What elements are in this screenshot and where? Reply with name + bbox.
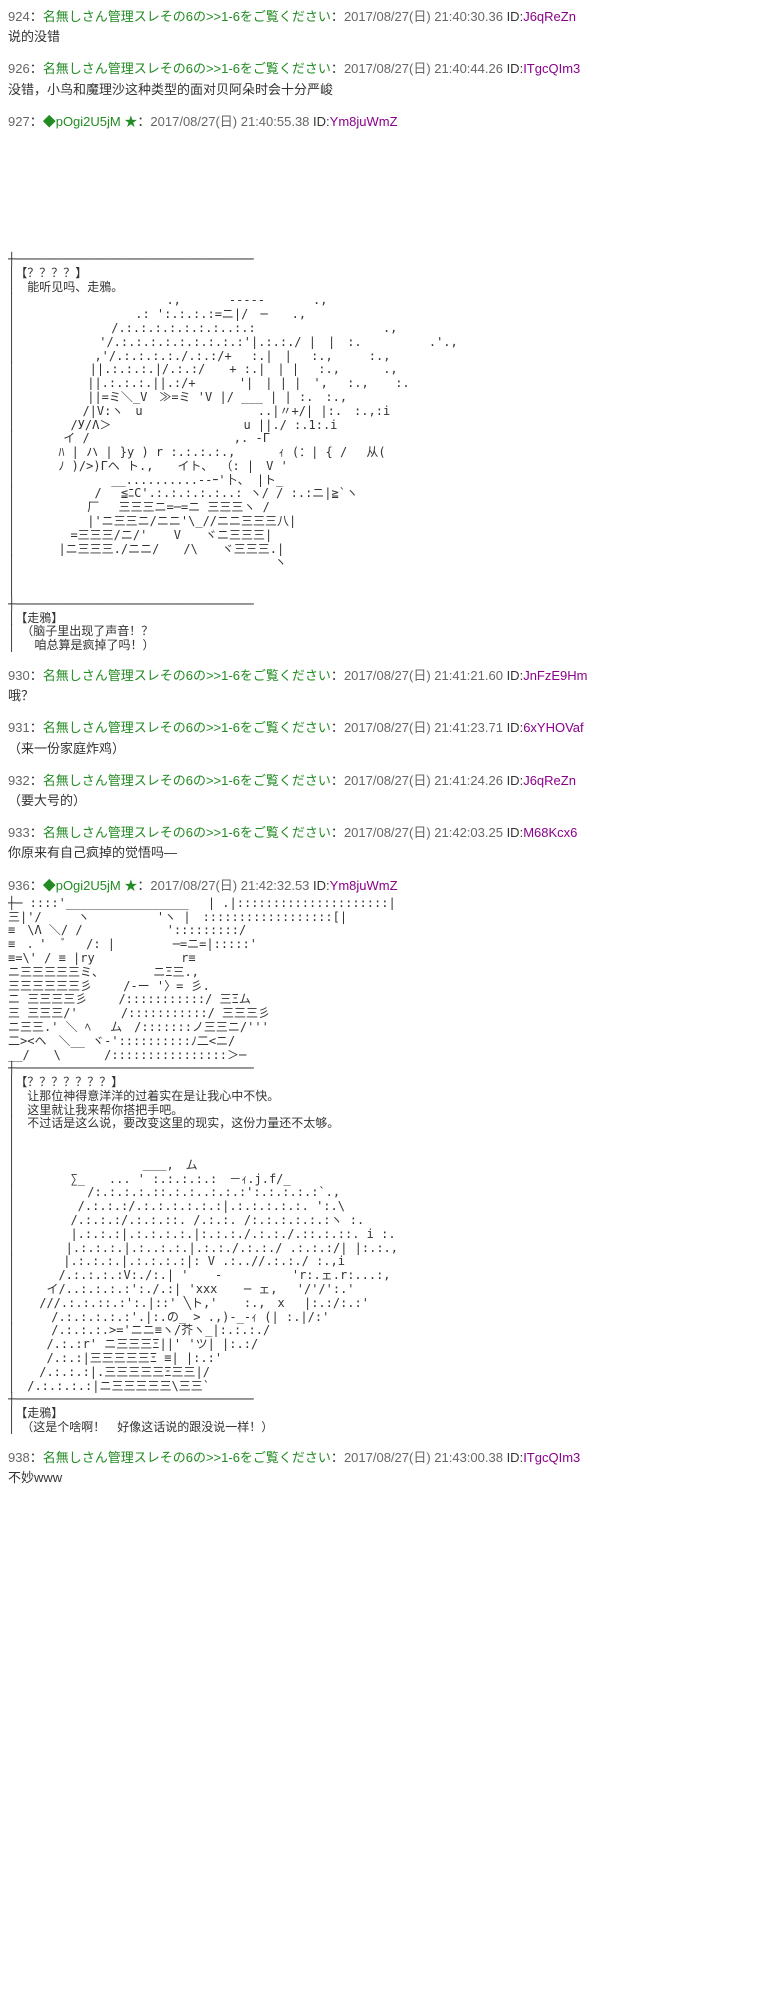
post-header: 931：名無しさん管理スレその6の>>1-6をご覧ください：2017/08/27… bbox=[8, 719, 762, 737]
post-id[interactable]: J6qReZn bbox=[523, 773, 576, 788]
post-name[interactable]: 名無しさん管理スレその6の>>1-6をご覧ください bbox=[43, 773, 331, 788]
post-date: 2017/08/27(日) 21:41:24.26 bbox=[344, 773, 503, 788]
post-date: 2017/08/27(日) 21:40:44.26 bbox=[344, 61, 503, 76]
post: 926：名無しさん管理スレその6の>>1-6をご覧ください：2017/08/27… bbox=[8, 60, 762, 98]
post-name[interactable]: 名無しさん管理スレその6の>>1-6をご覧ください bbox=[43, 61, 331, 76]
star-icon: ★ bbox=[124, 114, 137, 129]
post-header: 927：◆pOgi2U5jM ★：2017/08/27(日) 21:40:55.… bbox=[8, 113, 762, 131]
post-header: 936：◆pOgi2U5jM ★：2017/08/27(日) 21:42:32.… bbox=[8, 877, 762, 895]
post: 930：名無しさん管理スレその6の>>1-6をご覧ください：2017/08/27… bbox=[8, 667, 762, 705]
post-name[interactable]: 名無しさん管理スレその6の>>1-6をご覧ください bbox=[43, 720, 331, 735]
post-name[interactable]: 名無しさん管理スレその6の>>1-6をご覧ください bbox=[43, 668, 331, 683]
post-body: 你原来有自己疯掉的觉悟吗— bbox=[8, 844, 762, 862]
post: 931：名無しさん管理スレその6の>>1-6をご覧ください：2017/08/27… bbox=[8, 719, 762, 757]
post-number[interactable]: 932 bbox=[8, 773, 30, 788]
ascii-art: ┼───────────────────────────────── │【？？？… bbox=[8, 253, 762, 653]
post-date: 2017/08/27(日) 21:43:00.38 bbox=[344, 1450, 503, 1465]
post-id[interactable]: M68Kcx6 bbox=[523, 825, 577, 840]
post: 936：◆pOgi2U5jM ★：2017/08/27(日) 21:42:32.… bbox=[8, 877, 762, 1435]
post-name[interactable]: 名無しさん管理スレその6の>>1-6をご覧ください bbox=[43, 825, 331, 840]
post-date: 2017/08/27(日) 21:42:32.53 bbox=[150, 878, 309, 893]
post-id[interactable]: ITgcQIm3 bbox=[523, 1450, 580, 1465]
post-name[interactable]: 名無しさん管理スレその6の>>1-6をご覧ください bbox=[43, 9, 331, 24]
post-header: 930：名無しさん管理スレその6の>>1-6をご覧ください：2017/08/27… bbox=[8, 667, 762, 685]
post-header: 933：名無しさん管理スレその6の>>1-6をご覧ください：2017/08/27… bbox=[8, 824, 762, 842]
ascii-art: ┼─ ::::'_________________ | .|::::::::::… bbox=[8, 897, 762, 1435]
post: 924：名無しさん管理スレその6の>>1-6をご覧ください：2017/08/27… bbox=[8, 8, 762, 46]
post-tripcode[interactable]: ◆pOgi2U5jM bbox=[43, 114, 121, 129]
post-id[interactable]: Ym8juWmZ bbox=[330, 878, 398, 893]
post-header: 924：名無しさん管理スレその6の>>1-6をご覧ください：2017/08/27… bbox=[8, 8, 762, 26]
post: 932：名無しさん管理スレその6の>>1-6をご覧ください：2017/08/27… bbox=[8, 772, 762, 810]
post-number[interactable]: 938 bbox=[8, 1450, 30, 1465]
post-id[interactable]: ITgcQIm3 bbox=[523, 61, 580, 76]
post-body: 不妙www bbox=[8, 1469, 762, 1487]
spacer bbox=[8, 133, 762, 253]
post-tripcode[interactable]: ◆pOgi2U5jM bbox=[43, 878, 121, 893]
post-header: 926：名無しさん管理スレその6の>>1-6をご覧ください：2017/08/27… bbox=[8, 60, 762, 78]
post-name[interactable]: 名無しさん管理スレその6の>>1-6をご覧ください bbox=[43, 1450, 331, 1465]
post-number[interactable]: 924 bbox=[8, 9, 30, 24]
post-date: 2017/08/27(日) 21:42:03.25 bbox=[344, 825, 503, 840]
post-id[interactable]: Ym8juWmZ bbox=[330, 114, 398, 129]
post-number[interactable]: 930 bbox=[8, 668, 30, 683]
post-number[interactable]: 926 bbox=[8, 61, 30, 76]
post-date: 2017/08/27(日) 21:41:21.60 bbox=[344, 668, 503, 683]
star-icon: ★ bbox=[124, 878, 137, 893]
post-id[interactable]: J6qReZn bbox=[523, 9, 576, 24]
post-body: （来一份家庭炸鸡） bbox=[8, 740, 762, 758]
post-body: （要大号的） bbox=[8, 792, 762, 810]
post-number[interactable]: 933 bbox=[8, 825, 30, 840]
post-body: 哦？ bbox=[8, 687, 762, 705]
posts-container: 924：名無しさん管理スレその6の>>1-6をご覧ください：2017/08/27… bbox=[8, 8, 762, 1487]
post: 927：◆pOgi2U5jM ★：2017/08/27(日) 21:40:55.… bbox=[8, 113, 762, 653]
post-id[interactable]: JnFzE9Hm bbox=[523, 668, 587, 683]
post-body: 说的没错 bbox=[8, 28, 762, 46]
post: 938：名無しさん管理スレその6の>>1-6をご覧ください：2017/08/27… bbox=[8, 1449, 762, 1487]
post-number[interactable]: 936 bbox=[8, 878, 30, 893]
post-header: 932：名無しさん管理スレその6の>>1-6をご覧ください：2017/08/27… bbox=[8, 772, 762, 790]
post-date: 2017/08/27(日) 21:40:30.36 bbox=[344, 9, 503, 24]
post: 933：名無しさん管理スレその6の>>1-6をご覧ください：2017/08/27… bbox=[8, 824, 762, 862]
post-date: 2017/08/27(日) 21:40:55.38 bbox=[150, 114, 309, 129]
post-number[interactable]: 927 bbox=[8, 114, 30, 129]
post-header: 938：名無しさん管理スレその6の>>1-6をご覧ください：2017/08/27… bbox=[8, 1449, 762, 1467]
post-body: 没错，小鸟和魔理沙这种类型的面对贝阿朵时会十分严峻 bbox=[8, 81, 762, 99]
post-number[interactable]: 931 bbox=[8, 720, 30, 735]
post-id[interactable]: 6xYHOVaf bbox=[523, 720, 583, 735]
post-date: 2017/08/27(日) 21:41:23.71 bbox=[344, 720, 503, 735]
